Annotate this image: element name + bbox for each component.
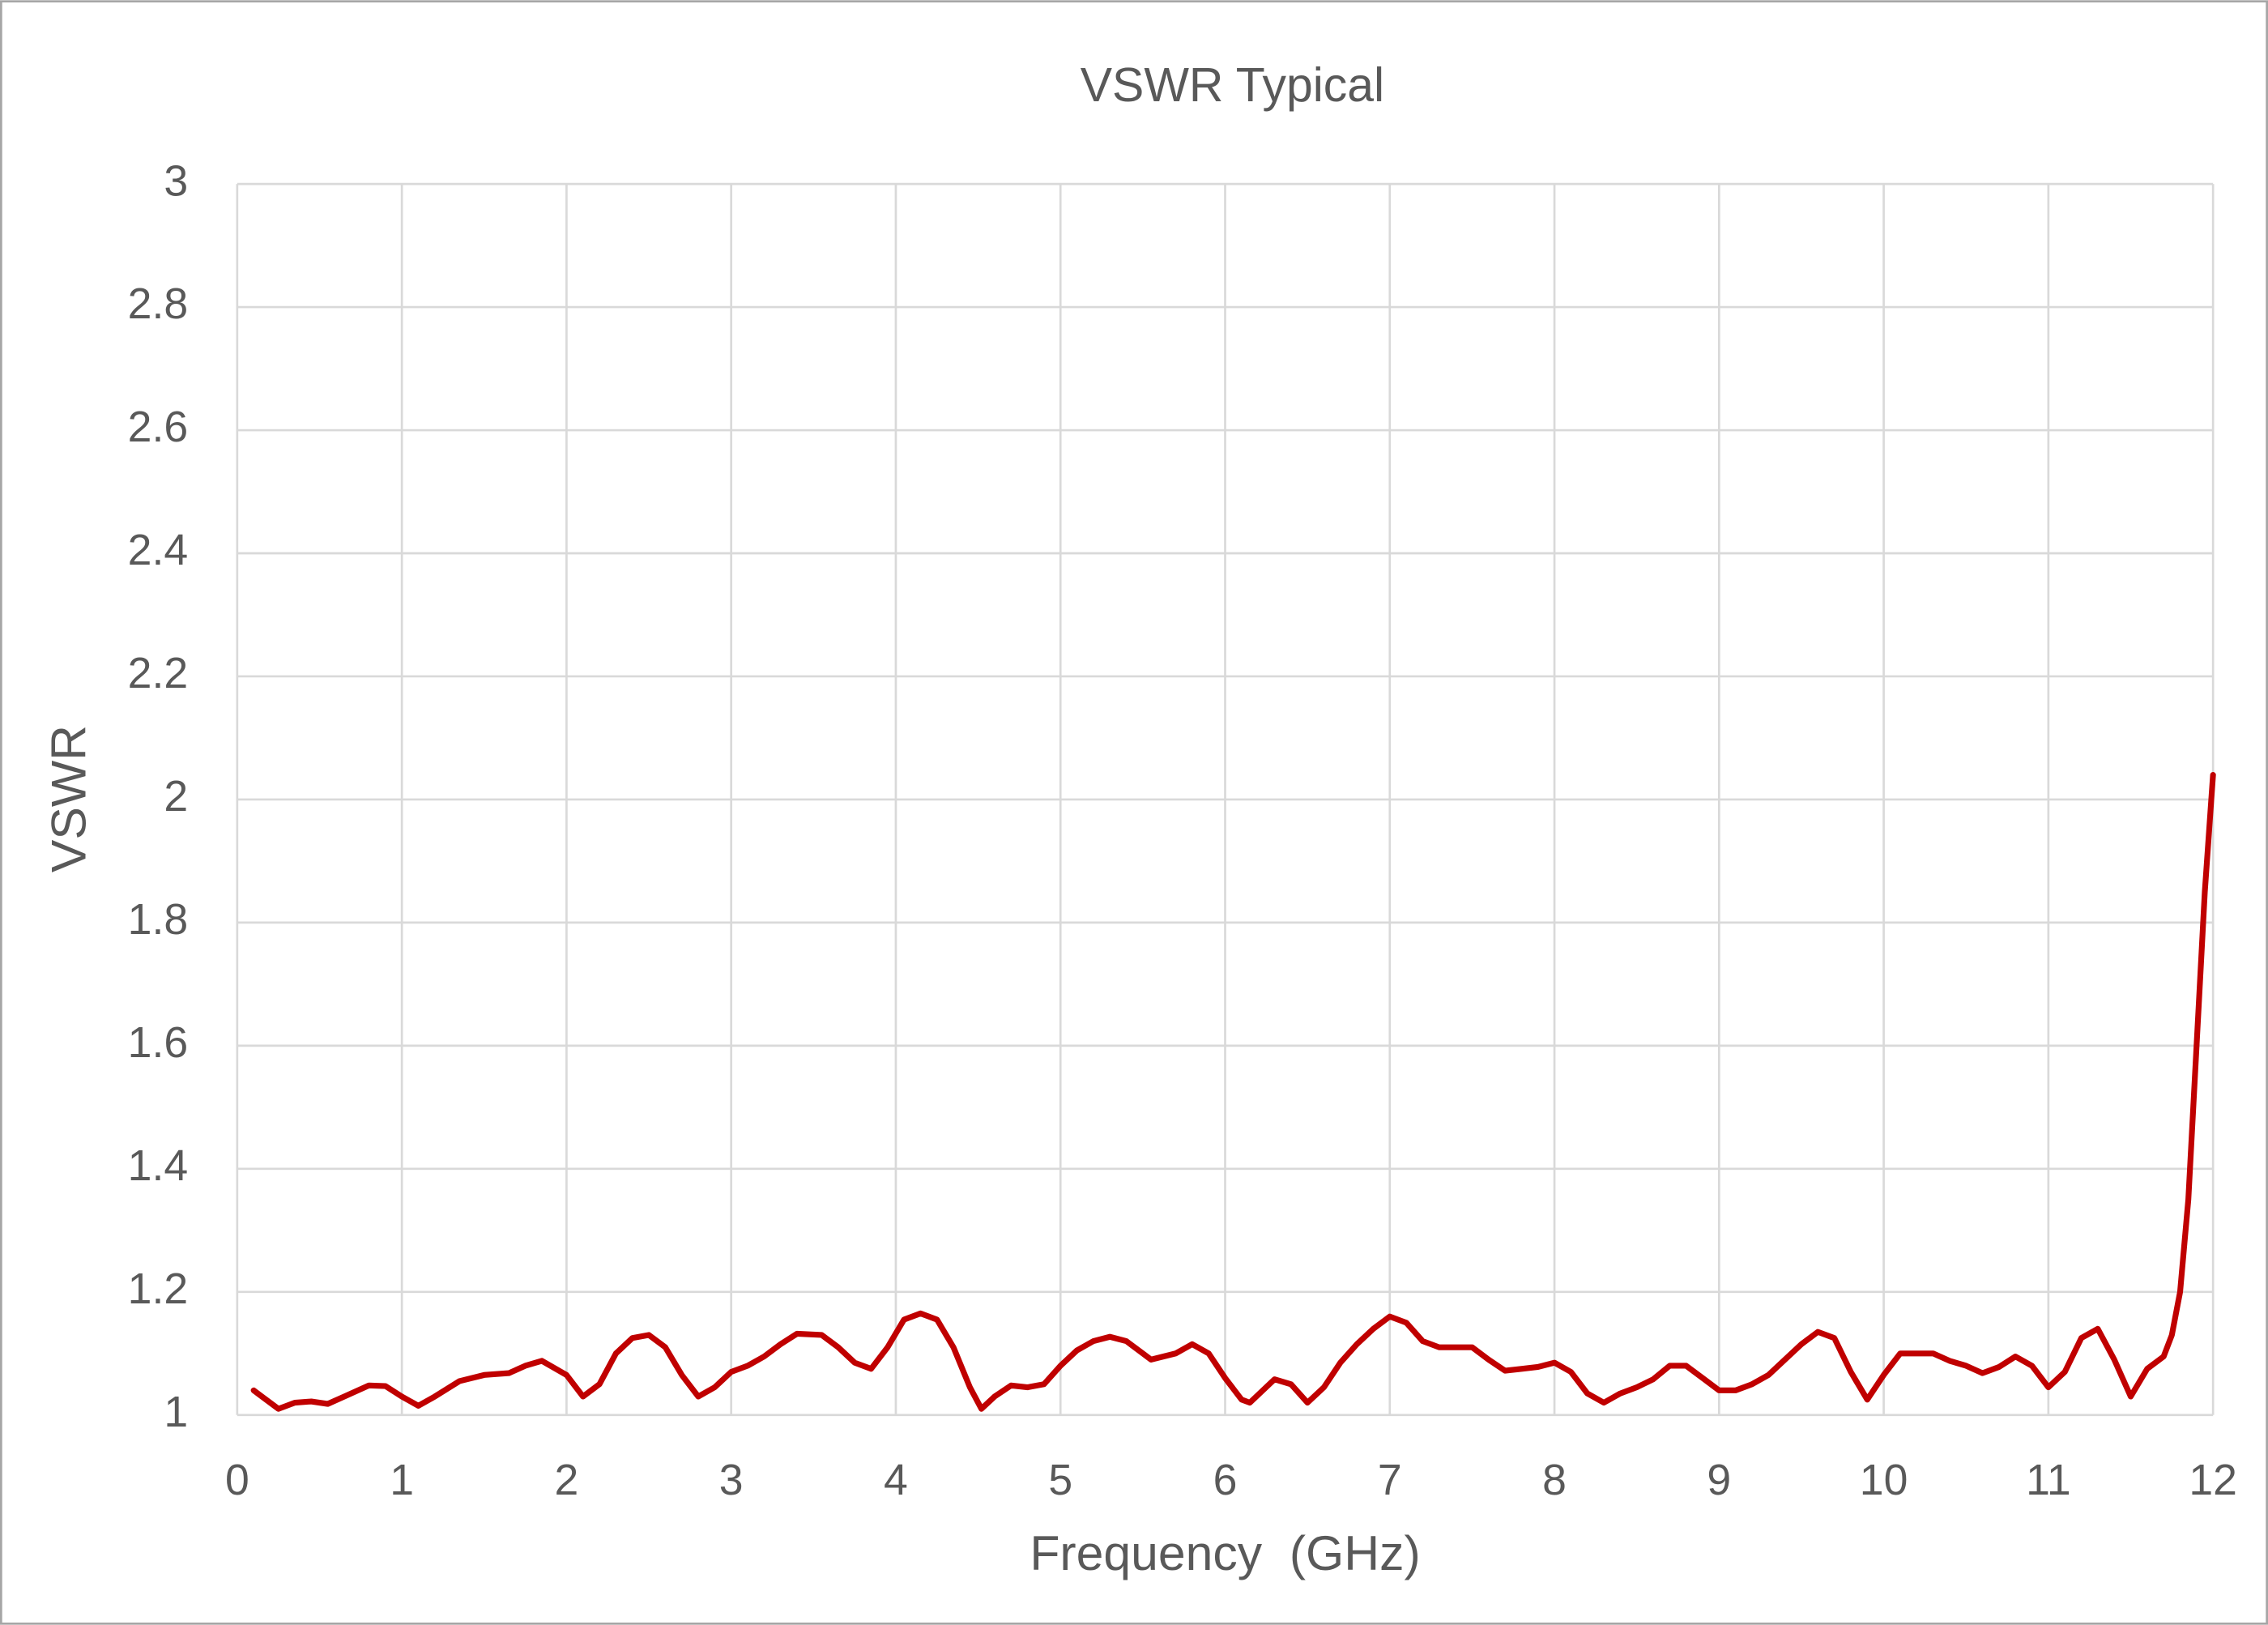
y-tick-label: 1 — [164, 1388, 188, 1436]
x-tick-label: 1 — [390, 1457, 414, 1504]
x-tick-label: 8 — [1542, 1457, 1567, 1504]
y-tick-label: 2.6 — [128, 403, 188, 451]
y-tick-label: 2.4 — [128, 527, 188, 574]
x-tick-label: 0 — [225, 1457, 249, 1504]
x-tick-label: 9 — [1707, 1457, 1731, 1504]
x-tick-label: 5 — [1048, 1457, 1072, 1504]
data-line — [250, 771, 2216, 1412]
x-tick-label: 10 — [1860, 1457, 1908, 1504]
y-tick-label: 1.4 — [128, 1142, 188, 1190]
y-tick-label: 3 — [164, 157, 188, 205]
y-axis-title: VSWR — [40, 725, 96, 872]
chart-title: VSWR Typical — [1081, 59, 1384, 112]
y-tick-label: 2 — [164, 773, 188, 821]
y-tick-label: 1.2 — [128, 1265, 188, 1313]
x-tick-label: 2 — [555, 1457, 579, 1504]
y-tick-label: 2.8 — [128, 280, 188, 328]
x-tick-label: 12 — [2189, 1457, 2237, 1504]
y-tick-label: 2.2 — [128, 650, 188, 697]
y-tick-label: 1.6 — [128, 1019, 188, 1067]
x-tick-label: 4 — [884, 1457, 908, 1504]
y-tick-label: 1.8 — [128, 896, 188, 944]
x-axis-title: Frequency (GHz) — [1030, 1525, 1420, 1580]
x-tick-label: 7 — [1378, 1457, 1402, 1504]
x-tick-label: 3 — [719, 1457, 744, 1504]
x-tick-label: 11 — [2026, 1457, 2071, 1504]
x-tick-label: 6 — [1213, 1457, 1238, 1504]
